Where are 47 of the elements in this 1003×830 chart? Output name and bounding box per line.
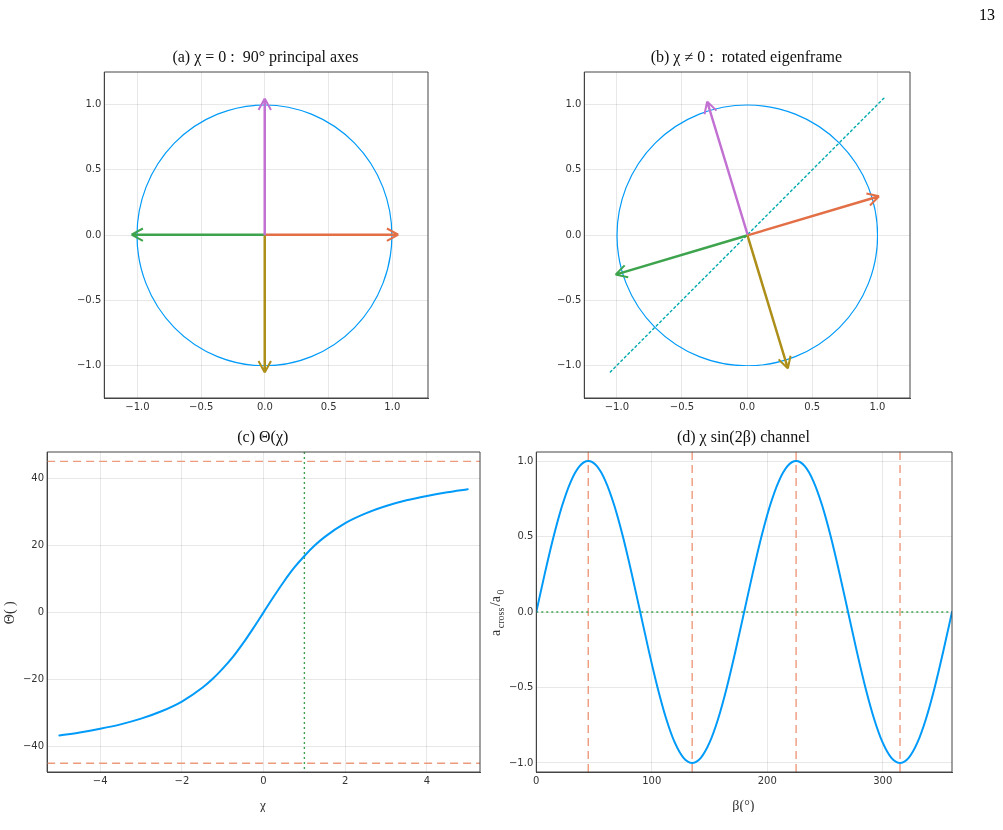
x-tick-label: 0.5 [804,400,821,412]
x-tick-label: 1.0 [384,400,401,412]
x-tick-label: 100 [642,774,662,786]
y-tick-label: −40 [22,740,45,752]
y-axis-title: across/a0 [488,589,506,636]
line-series [58,488,469,737]
x-tick-label: −4 [92,774,108,786]
x-tick-label: 2 [342,774,349,786]
x-tick-label: 1.0 [869,400,886,412]
y-tick-label: 1.0 [85,98,102,110]
y-tick-label: −20 [22,673,45,685]
x-tick-label: −0.5 [669,400,695,412]
y-tick-label: 20 [31,538,45,550]
y-tick-label: −1.0 [556,358,582,370]
x-tick-label: 200 [757,774,777,786]
text: 13 [979,6,995,24]
chart-title: (c) Θ(χ) [237,428,289,446]
y-tick-label: 0.5 [85,163,102,175]
x-tick-label: 0.0 [739,400,756,412]
y-tick-label: 0.5 [565,163,582,175]
y-tick-label: 0.5 [517,530,534,542]
line-series [536,460,952,764]
y-axis-title: Θ( ) [2,600,18,625]
x-tick-label: −0.5 [188,400,214,412]
x-tick-label: −2 [174,774,190,786]
y-tick-label: 0 [37,605,45,617]
y-tick-label: 1.0 [517,454,534,466]
y-tick-label: −1.0 [76,358,102,370]
chart-title: (a) χ = 0 : 90° principal axes [172,48,359,66]
y-tick-label: −0.5 [556,293,582,305]
x-tick-label: 4 [423,774,431,786]
x-tick-label: 0 [260,774,267,786]
x-tick-label: 0.0 [256,400,273,412]
x-tick-label: −1.0 [125,400,150,412]
y-tick-label: 0.0 [517,605,534,617]
y-tick-label: −0.5 [508,681,534,693]
y-tick-label: 0.0 [565,228,582,240]
y-tick-label: 1.0 [565,98,582,110]
y-tick-label: −1.0 [508,756,534,768]
chart-title: (d) χ sin(2β) channel [676,428,811,446]
y-tick-label: −0.5 [76,293,102,305]
y-tick-label: 40 [31,471,45,483]
x-tick-label: 300 [873,774,893,786]
y-tick-label: 0.0 [85,228,102,240]
x-tick-label: 0.5 [320,400,337,412]
x-tick-label: −1.0 [604,400,629,412]
chart-title: (b) χ ≠ 0 : rotated eigenframe [650,48,843,66]
